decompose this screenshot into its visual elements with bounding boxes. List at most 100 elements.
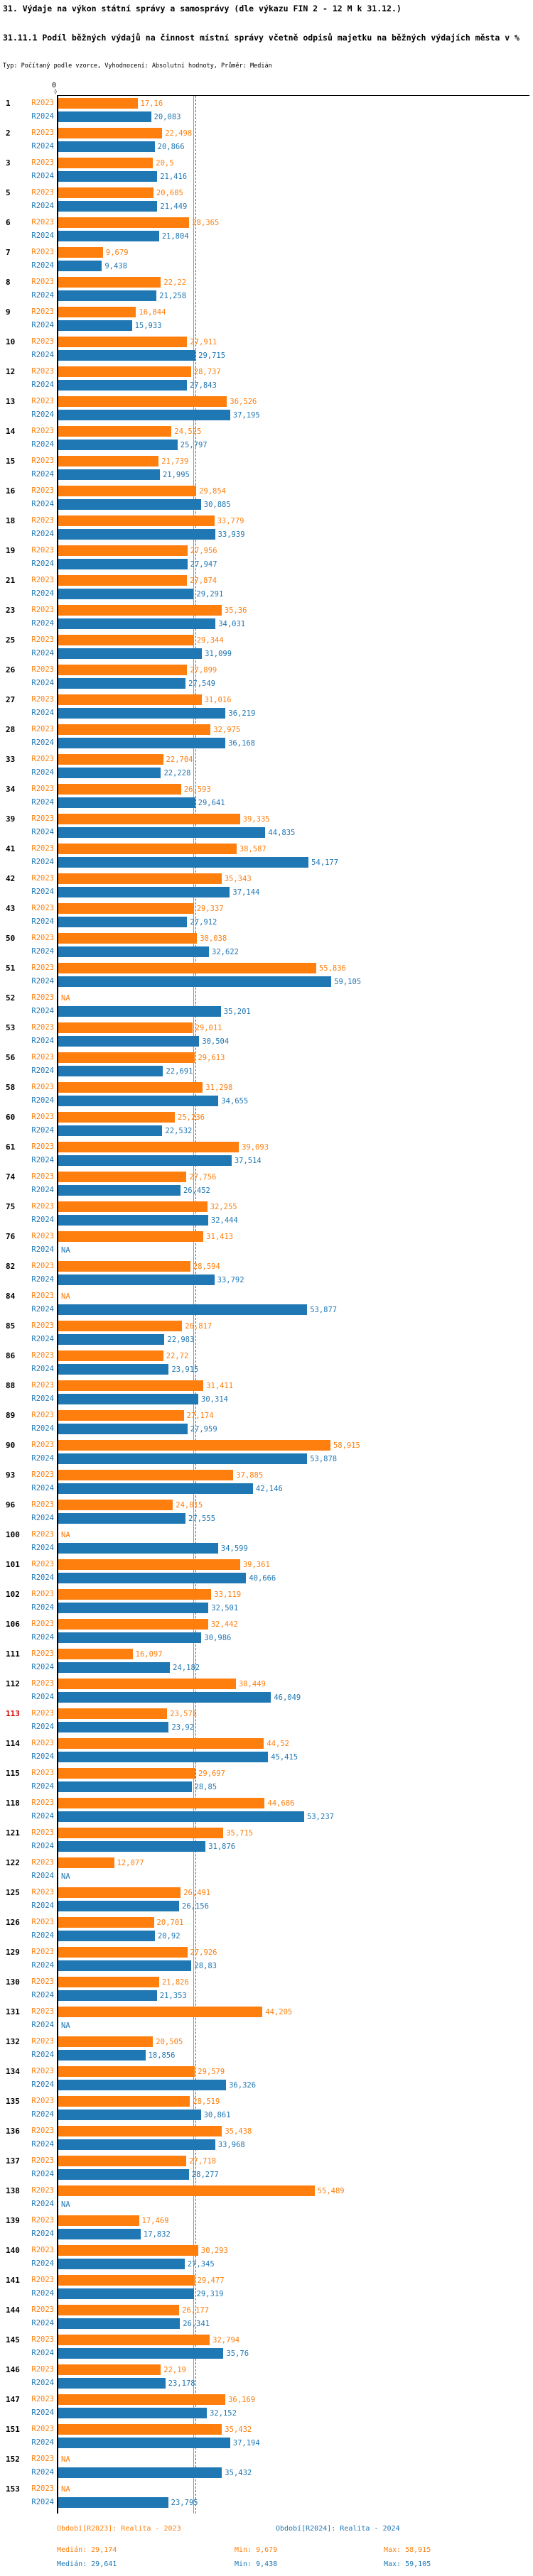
series-label-2024: R2024: [31, 1842, 54, 1850]
barzone-2024: 44,835: [58, 827, 295, 838]
series-row-2023: R2023 20,605: [31, 187, 529, 201]
bar-group: 41 R2023 38,587 R2024 54,177: [6, 844, 529, 873]
row-rank: 25: [6, 635, 16, 645]
bar-2024: [58, 797, 195, 808]
stat-median-2023: Medián: 29,174: [57, 2546, 117, 2554]
bar-groups-container: 1 R2023 17,16 R2024 20,083 2 R2023 22,49…: [6, 96, 529, 2514]
barzone-2023: 32,794: [58, 2335, 239, 2345]
barzone-2024: 23,178: [58, 2378, 195, 2389]
series-label-2023: R2023: [31, 2276, 54, 2284]
bar-value-2023: 27,718: [189, 2156, 217, 2166]
bar-value-2024: 27,555: [188, 1514, 216, 1523]
bar-group: 27 R2023 31,016 R2024 36,219: [6, 694, 529, 724]
barzone-2024: 29,319: [58, 2288, 224, 2299]
bar-2024: [58, 469, 160, 480]
series-row-2023: R2023 27,874: [31, 575, 529, 589]
series-label-2023: R2023: [31, 1202, 54, 1211]
series-row-2024: R2024 20,92: [31, 1931, 529, 1944]
bar-value-2024: 36,168: [228, 738, 256, 748]
barzone-2024: 15,933: [58, 320, 162, 331]
row-rank: 113: [6, 1709, 20, 1718]
row-rank: 21: [6, 576, 16, 585]
row-rank: 7: [6, 248, 11, 257]
bar-group: 138 R2023 55,489 R2024 NA: [6, 2185, 529, 2215]
bar-2023: [58, 1947, 188, 1958]
bar-2023: [58, 2036, 154, 2047]
row-rank: 34: [6, 785, 16, 794]
barzone-2024: 33,792: [58, 1275, 244, 1285]
series-label-2024: R2024: [31, 2110, 54, 2119]
series-row-2024: R2024 45,415: [31, 1752, 529, 1765]
bar-value-2024: 20,92: [157, 1931, 181, 1941]
barzone-2024: 33,968: [58, 2139, 245, 2150]
bar-group: 51 R2023 55,836 R2024 59,105: [6, 963, 529, 993]
row-rank: 86: [6, 1351, 16, 1360]
series-row-2023: R2023 22,498: [31, 128, 529, 141]
row-rank: 151: [6, 2425, 20, 2434]
barzone-2024: 27,549: [58, 678, 215, 689]
series-row-2024: R2024 32,152: [31, 2408, 529, 2421]
series-label-2024: R2024: [31, 2259, 54, 2268]
series-label-2024: R2024: [31, 172, 54, 180]
series-label-2023: R2023: [31, 307, 54, 316]
bar-2023: [58, 1500, 173, 1510]
series-label-2024: R2024: [31, 977, 54, 986]
series-row-2023: R2023 44,686: [31, 1798, 529, 1811]
bar-value-2023: 44,686: [267, 1799, 295, 1808]
bar-value-2024: 34,031: [218, 619, 246, 628]
series-label-2023: R2023: [31, 1828, 54, 1837]
barzone-2023: 29,011: [58, 1022, 222, 1033]
bar-2024: [58, 2348, 224, 2359]
bar-group: 136 R2023 35,438 R2024 33,968: [6, 2126, 529, 2156]
row-rank: 152: [6, 2455, 20, 2464]
bar-2023: [58, 1470, 234, 1480]
series-label-2023: R2023: [31, 993, 54, 1002]
barzone-2024: 31,099: [58, 648, 232, 659]
bar-2023: [58, 337, 188, 347]
series-row-2023: R2023 35,36: [31, 605, 529, 618]
bar-value-2023: 32,794: [212, 2335, 240, 2345]
bar-value-2024: 45,415: [271, 1752, 298, 1762]
series-row-2023: R2023 16,097: [31, 1649, 529, 1662]
row-rank: 125: [6, 1888, 20, 1897]
bar-group: 6 R2023 28,365 R2024 21,804: [6, 217, 529, 247]
series-label-2024: R2024: [31, 1037, 54, 1045]
series-label-2024: R2024: [31, 142, 54, 151]
series-row-2024: R2024 46,049: [31, 1692, 529, 1705]
series-row-2024: R2024 34,655: [31, 1096, 529, 1109]
bar-group: 134 R2023 29,579 R2024 36,326: [6, 2066, 529, 2096]
series-row-2024: R2024 27,843: [31, 380, 529, 393]
series-label-2023: R2023: [31, 2127, 54, 2135]
series-label-2024: R2024: [31, 2140, 54, 2149]
bar-2023: [58, 1112, 176, 1123]
bar-value-2024: 27,345: [187, 2259, 215, 2269]
bar-group: 25 R2023 29,344 R2024 31,099: [6, 635, 529, 665]
bar-value-2024: NA: [61, 1245, 70, 1255]
stat-min-2023: Min: 9,679: [235, 2546, 278, 2554]
bar-group: 102 R2023 33,119 R2024 32,501: [6, 1589, 529, 1619]
series-label-2024: R2024: [31, 1752, 54, 1761]
bar-2023: [58, 1708, 168, 1719]
series-label-2023: R2023: [31, 427, 54, 435]
row-rank: 53: [6, 1023, 16, 1032]
bar-2023: [58, 1022, 193, 1033]
series-label-2024: R2024: [31, 2230, 54, 2238]
series-row-2024: R2024 22,532: [31, 1125, 529, 1139]
bar-value-2024: 28,83: [194, 1961, 217, 1970]
bar-value-2024: 33,939: [217, 530, 245, 539]
series-row-2024: R2024 21,258: [31, 290, 529, 304]
bar-value-2023: 23,571: [170, 1709, 198, 1718]
barzone-2023: NA: [58, 993, 70, 1003]
series-row-2024: R2024 54,177: [31, 857, 529, 871]
series-row-2023: R2023 22,19: [31, 2364, 529, 2378]
series-row-2024: R2024 36,326: [31, 2080, 529, 2093]
bar-2024: [58, 738, 226, 748]
series-row-2023: R2023 29,613: [31, 1052, 529, 1066]
bar-group: 100 R2023 NA R2024 34,599: [6, 1529, 529, 1559]
series-row-2024: R2024 29,291: [31, 589, 529, 602]
series-row-2024: R2024 31,099: [31, 648, 529, 662]
bar-value-2024: 59,105: [334, 977, 362, 986]
series-row-2023: R2023 37,885: [31, 1470, 529, 1483]
bar-2024: [58, 1722, 169, 1732]
bar-value-2023: 31,413: [206, 1232, 234, 1241]
